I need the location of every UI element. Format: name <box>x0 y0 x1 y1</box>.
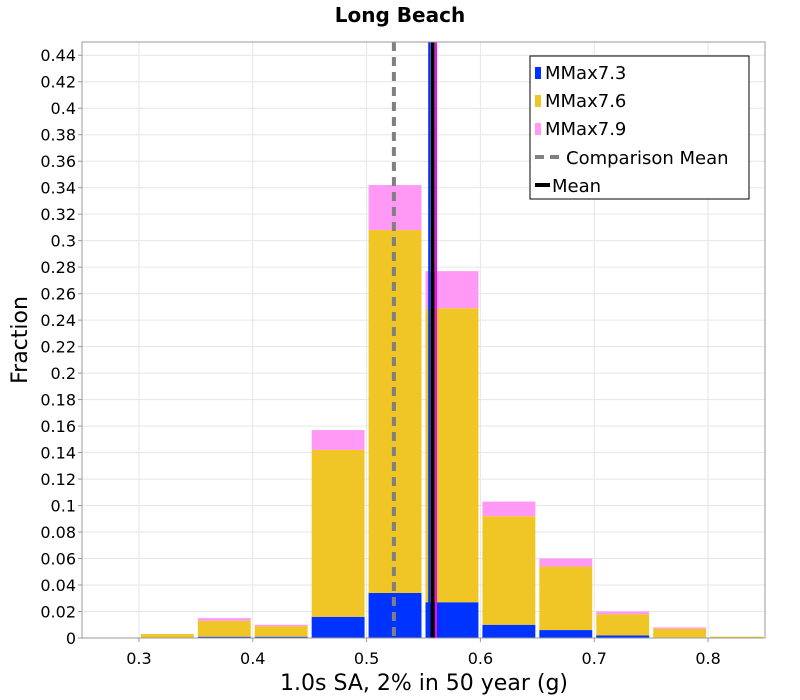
legend-swatch <box>535 67 541 79</box>
y-tick-label: 0.36 <box>40 152 76 171</box>
y-tick-label: 0.2 <box>51 364 76 383</box>
bar-segment <box>596 614 650 636</box>
x-tick-label: 0.8 <box>695 649 720 668</box>
bar-segment <box>710 636 763 638</box>
y-tick-label: 0 <box>66 629 76 648</box>
x-axis-title: 1.0s SA, 2% in 50 year (g) <box>280 671 568 696</box>
x-tick-label: 0.3 <box>126 649 151 668</box>
bars <box>140 185 763 638</box>
legend-swatch <box>535 123 541 135</box>
chart-title: Long Beach <box>335 3 465 27</box>
bar-segment <box>596 611 650 615</box>
y-tick-label: 0.4 <box>51 99 76 118</box>
mean-lines <box>391 42 438 638</box>
y-tick-label: 0.14 <box>40 444 76 463</box>
legend-label: MMax7.3 <box>545 63 626 84</box>
y-axis-ticks: 0 0.02 0.04 0.06 0.08 0.1 0.12 0.14 0.16 0.18 0.2 0… <box>40 46 82 648</box>
bar-segment <box>197 620 251 637</box>
y-tick-label: 0.12 <box>40 470 76 489</box>
y-tick-label: 0.16 <box>40 417 76 436</box>
y-tick-label: 0.18 <box>40 391 76 410</box>
grid <box>82 42 765 639</box>
legend-label: MMax7.9 <box>545 119 626 140</box>
y-tick-label: 0.3 <box>51 232 76 251</box>
legend: MMax7.3 MMax7.6 MMax7.9 Comparison Mean Mean <box>529 55 750 200</box>
bar-segment <box>254 624 308 627</box>
legend-box <box>529 55 750 200</box>
bar-segment <box>311 449 365 617</box>
legend-label: MMax7.6 <box>545 91 626 112</box>
bar-segment <box>539 566 593 631</box>
x-tick-label: 0.4 <box>240 649 265 668</box>
bar-segment <box>254 636 308 638</box>
y-tick-label: 0.26 <box>40 285 76 304</box>
bar-segment <box>311 430 365 450</box>
plot-frame <box>81 41 766 639</box>
bar-segment <box>197 636 251 638</box>
x-tick-label: 0.7 <box>582 649 607 668</box>
y-tick-label: 0.24 <box>40 311 76 330</box>
bar-segment <box>482 516 536 625</box>
y-tick-label: 0.28 <box>40 258 76 277</box>
x-tick-label: 0.6 <box>468 649 493 668</box>
bar-segment <box>596 635 650 638</box>
y-axis-title: Fraction <box>8 296 33 384</box>
y-tick-label: 0.04 <box>40 576 76 595</box>
bar-segment <box>653 627 707 629</box>
y-tick-label: 0.06 <box>40 550 76 569</box>
y-tick-label: 0.02 <box>40 603 76 622</box>
bar-segment <box>482 501 536 517</box>
bar-segment <box>653 628 707 638</box>
legend-swatch <box>535 95 541 107</box>
y-tick-label: 0.38 <box>40 126 76 145</box>
bar-segment <box>140 634 194 638</box>
bar-segment <box>254 626 308 637</box>
bar-segment <box>482 624 536 638</box>
legend-label: Comparison Mean <box>566 148 729 169</box>
y-tick-label: 0.08 <box>40 523 76 542</box>
bar-segment <box>539 558 593 567</box>
legend-label: Mean <box>552 176 601 197</box>
y-tick-label: 0.32 <box>40 205 76 224</box>
y-tick-label: 0.1 <box>51 497 76 516</box>
x-tick-label: 0.5 <box>354 649 379 668</box>
y-tick-label: 0.34 <box>40 179 76 198</box>
bar-segment <box>539 630 593 638</box>
bar-segment <box>197 618 251 621</box>
y-tick-label: 0.44 <box>40 46 76 65</box>
x-axis-ticks: 0.3 0.4 0.5 0.6 0.7 0.8 <box>126 638 721 668</box>
bar-segment <box>311 616 365 638</box>
y-tick-label: 0.42 <box>40 73 76 92</box>
y-tick-label: 0.22 <box>40 338 76 357</box>
